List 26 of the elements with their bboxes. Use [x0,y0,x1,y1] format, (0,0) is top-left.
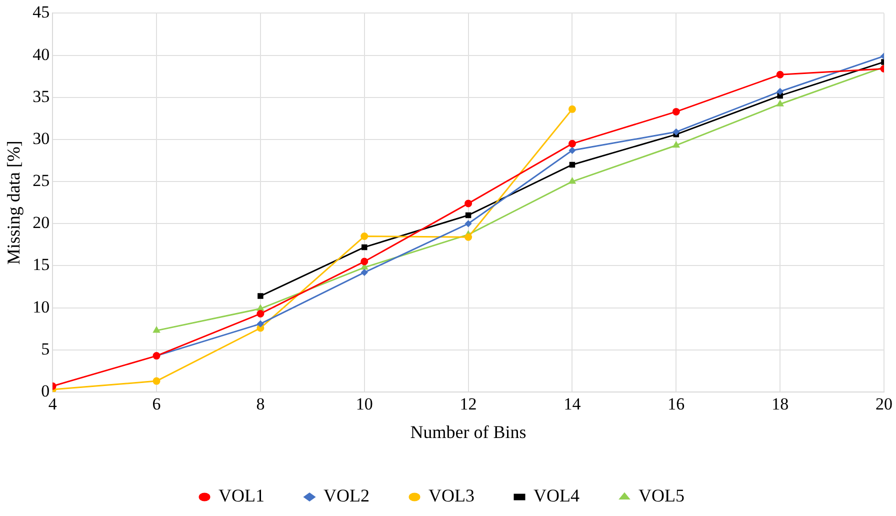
legend-label: VOL5 [638,486,684,506]
x-tick-label: 10 [356,394,373,414]
x-tick-label: 18 [772,394,789,414]
y-tick-label: 35 [32,86,50,106]
x-tick-label: 8 [256,394,265,414]
x-tick-label: 12 [460,394,477,414]
x-tick-label: 6 [152,394,161,414]
y-tick-label: 30 [32,128,50,148]
x-tick-label: 14 [564,394,582,414]
legend-label: VOL4 [533,486,580,506]
y-tick-label: 15 [32,255,50,274]
y-tick-label: 10 [32,297,50,316]
x-tick-label: 16 [668,394,685,414]
y-tick-label: 0 [41,381,50,400]
y-axis-title: Missing data [%] [4,140,24,265]
legend-label: VOL3 [428,486,475,506]
x-axis-title: Number of Bins [410,422,526,442]
y-tick-label: 20 [32,213,50,232]
y-tick-label: 5 [41,339,50,358]
legend-label: VOL1 [218,486,265,506]
x-tick-label: 4 [48,394,58,414]
y-tick-label: 25 [32,171,50,190]
y-tick-label: 45 [32,2,50,22]
x-tick-label: 20 [876,394,892,414]
y-tick-label: 40 [32,44,50,64]
legend-label: VOL2 [324,486,370,506]
